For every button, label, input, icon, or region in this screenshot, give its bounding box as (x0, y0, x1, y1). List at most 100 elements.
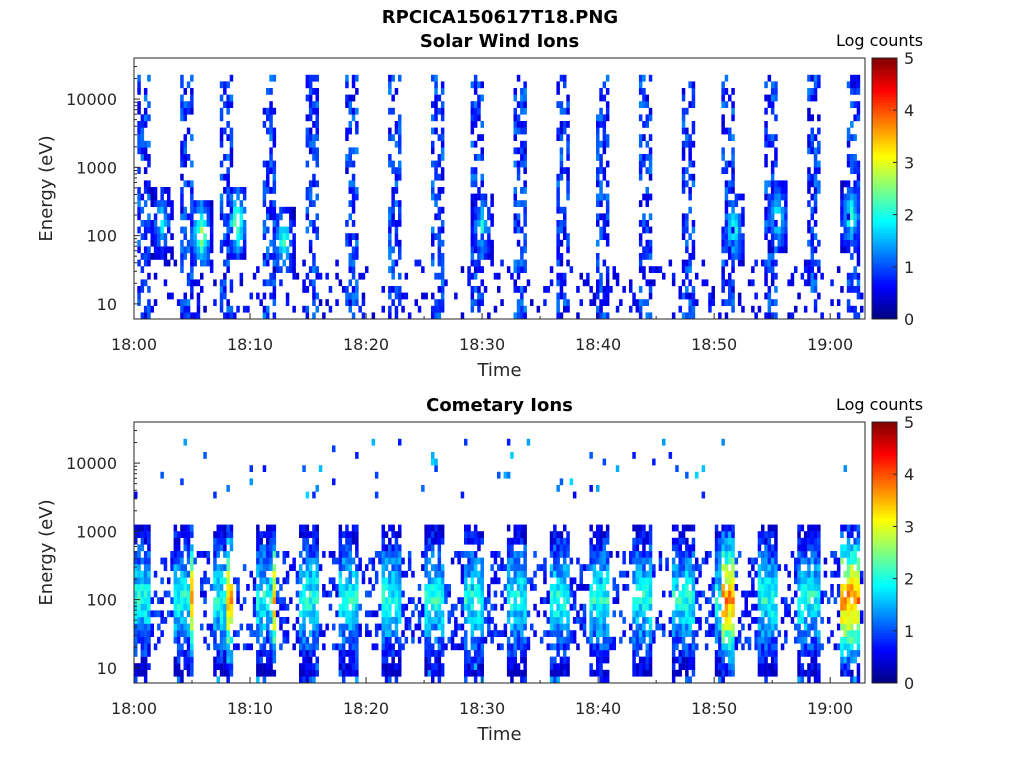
heatmap-cell (671, 643, 676, 651)
heatmap-cell (602, 134, 607, 141)
heatmap-cell (774, 537, 778, 545)
heatmap-cell (180, 94, 184, 102)
heatmap-cell (259, 299, 263, 306)
heatmap-cell (431, 676, 435, 684)
heatmap-cell (675, 603, 679, 611)
heatmap-cell (520, 551, 524, 558)
heatmap-cell (513, 610, 517, 618)
heatmap-cell (473, 551, 478, 558)
heatmap-cell (695, 557, 699, 565)
heatmap-cell (599, 617, 603, 624)
heatmap-cell (460, 610, 465, 618)
heatmap-cell (642, 623, 646, 631)
heatmap-cell (226, 636, 230, 644)
heatmap-cell (605, 603, 610, 611)
heatmap-cell (767, 305, 772, 313)
heatmap-cell (233, 206, 237, 214)
heatmap-cell (183, 180, 187, 188)
heatmap-cell (592, 577, 597, 585)
heatmap-cell (269, 272, 273, 280)
heatmap-cell (513, 597, 517, 604)
heatmap-cell (226, 603, 230, 611)
heatmap-cell (437, 187, 442, 194)
heatmap-cell (219, 114, 224, 122)
heatmap-cell (638, 597, 643, 604)
heatmap-cell (345, 74, 349, 82)
heatmap-cell (813, 272, 818, 280)
heatmap-cell (724, 643, 729, 651)
heatmap-cell (817, 537, 821, 545)
heatmap-cell (394, 200, 399, 207)
heatmap-cell (431, 140, 435, 148)
heatmap-cell (345, 544, 349, 552)
heatmap-cell (648, 226, 653, 234)
heatmap-cell (190, 623, 194, 631)
heatmap-cell (718, 643, 722, 651)
heatmap-cell (655, 617, 659, 624)
heatmap-cell (183, 107, 187, 115)
heatmap-cell (734, 193, 739, 201)
heatmap-cell (596, 524, 600, 532)
heatmap-cell (678, 590, 682, 598)
heatmap-cell (516, 636, 521, 644)
heatmap-cell (203, 246, 207, 254)
heatmap-cell (437, 160, 442, 168)
heatmap-cell (269, 114, 273, 122)
heatmap-cell (856, 630, 861, 637)
heatmap-cell (549, 537, 554, 545)
heatmap-cell (777, 187, 781, 194)
heatmap-cell (553, 557, 557, 565)
heatmap-cell (338, 279, 343, 287)
heatmap-cell (813, 656, 818, 664)
heatmap-cell (328, 286, 333, 293)
heatmap-cell (266, 656, 270, 664)
heatmap-cell (856, 531, 861, 538)
heatmap-cell (143, 524, 148, 532)
heatmap-cell (299, 531, 303, 538)
heatmap-cell (371, 312, 376, 320)
heatmap-cell (427, 630, 432, 637)
heatmap-cells-0 (137, 74, 864, 320)
heatmap-cell (843, 246, 847, 254)
heatmap-cell (843, 193, 847, 201)
heatmap-cell (691, 630, 696, 637)
heatmap-cell (170, 253, 174, 260)
heatmap-cell (770, 134, 775, 141)
heatmap-cell (817, 127, 821, 135)
heatmap-cell (266, 531, 270, 538)
heatmap-cell (153, 193, 158, 201)
heatmap-cell (652, 564, 656, 571)
heatmap-cell (724, 537, 729, 545)
heatmap-cell (305, 272, 310, 280)
heatmap-cell (239, 253, 244, 260)
heatmap-cell (513, 134, 517, 141)
heatmap-cell (751, 266, 755, 273)
heatmap-cell (398, 74, 402, 82)
heatmap-cell (830, 570, 834, 578)
heatmap-cell (599, 584, 603, 591)
heatmap-cell (523, 590, 527, 598)
heatmap-cell (807, 610, 811, 618)
colorbar-swatch (872, 261, 897, 265)
heatmap-cell (642, 213, 646, 221)
heatmap-cell (846, 663, 851, 670)
heatmap-cell (266, 305, 270, 313)
heatmap-cell (305, 127, 310, 135)
heatmap-cell (615, 279, 620, 287)
heatmap-cell (157, 239, 161, 247)
heatmap-cell (427, 610, 432, 618)
heatmap-cell (226, 650, 230, 657)
heatmap-cell (770, 246, 775, 254)
heatmap-cell (226, 134, 230, 141)
heatmap-cell (582, 623, 587, 631)
heatmap-cell (846, 154, 851, 161)
heatmap-cell (810, 272, 814, 280)
heatmap-cell (477, 266, 481, 273)
heatmap-cell (576, 286, 580, 293)
heatmap-cell (143, 279, 148, 287)
heatmap-cell (134, 610, 138, 618)
heatmap-cell (579, 623, 583, 631)
heatmap-cell (140, 623, 145, 631)
heatmap-cell (190, 239, 194, 247)
heatmap-cell (602, 233, 607, 240)
